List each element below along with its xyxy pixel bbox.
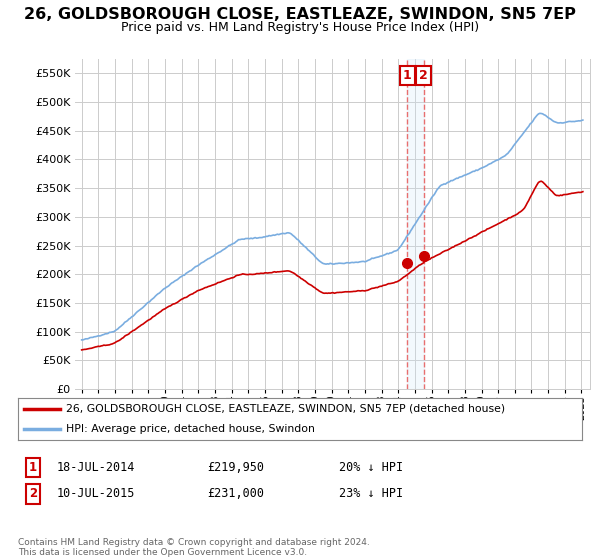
Text: 10-JUL-2015: 10-JUL-2015 (57, 487, 136, 501)
Text: 2: 2 (419, 69, 428, 82)
Text: 23% ↓ HPI: 23% ↓ HPI (339, 487, 403, 501)
Text: HPI: Average price, detached house, Swindon: HPI: Average price, detached house, Swin… (66, 424, 315, 434)
Text: 1: 1 (29, 461, 37, 474)
Text: 2: 2 (29, 487, 37, 501)
Text: 20% ↓ HPI: 20% ↓ HPI (339, 461, 403, 474)
Text: 18-JUL-2014: 18-JUL-2014 (57, 461, 136, 474)
Text: Price paid vs. HM Land Registry's House Price Index (HPI): Price paid vs. HM Land Registry's House … (121, 21, 479, 34)
Bar (407, 59, 424, 389)
Text: 1: 1 (403, 69, 412, 82)
Text: £219,950: £219,950 (207, 461, 264, 474)
Text: 26, GOLDSBOROUGH CLOSE, EASTLEAZE, SWINDON, SN5 7EP: 26, GOLDSBOROUGH CLOSE, EASTLEAZE, SWIND… (24, 7, 576, 22)
Text: Contains HM Land Registry data © Crown copyright and database right 2024.
This d: Contains HM Land Registry data © Crown c… (18, 538, 370, 557)
Text: £231,000: £231,000 (207, 487, 264, 501)
Text: 26, GOLDSBOROUGH CLOSE, EASTLEAZE, SWINDON, SN5 7EP (detached house): 26, GOLDSBOROUGH CLOSE, EASTLEAZE, SWIND… (66, 404, 505, 414)
